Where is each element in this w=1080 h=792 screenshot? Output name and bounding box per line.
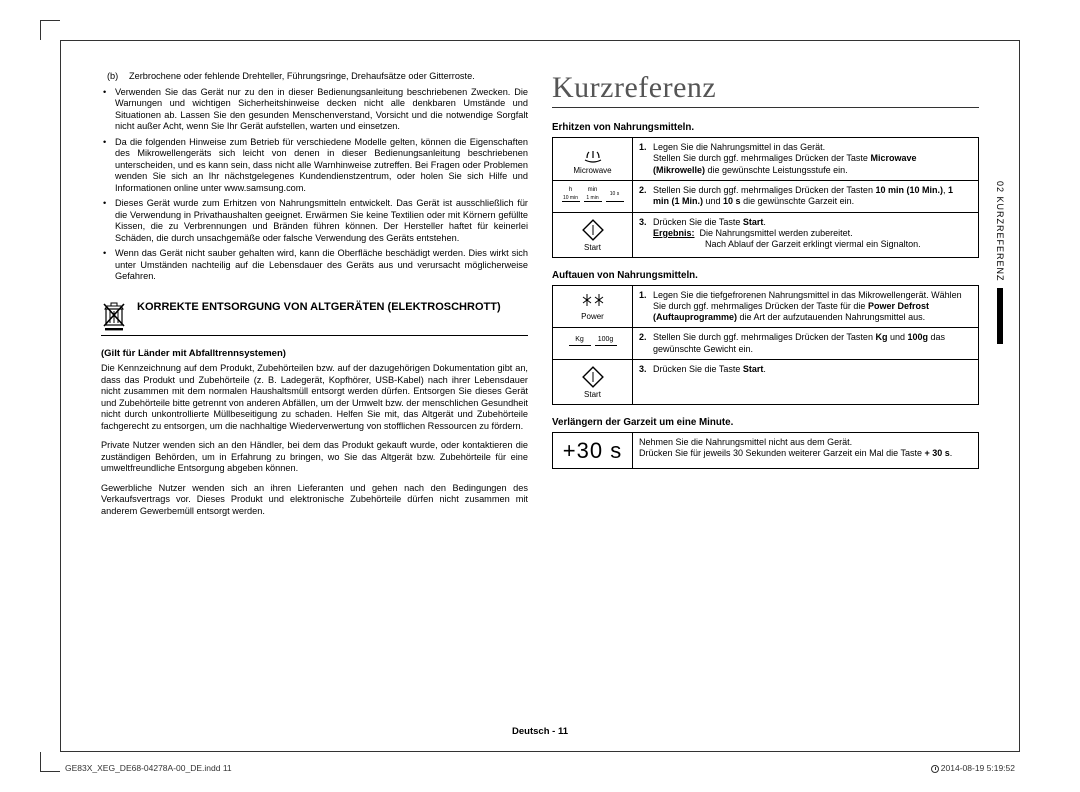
- icon-cell-plus30s: +30 s: [553, 432, 633, 469]
- side-tab-bar: [997, 288, 1003, 344]
- weee-bin-icon: [101, 301, 127, 331]
- bullet-item: Da die folgenden Hinweise zum Betrieb fü…: [115, 137, 528, 195]
- subsection-heading: Verlängern der Garzeit um eine Minute.: [552, 417, 979, 428]
- indesign-timestamp: 2014-08-19 5:19:52: [931, 763, 1015, 773]
- disposal-para: Private Nutzer wenden sich an den Händle…: [101, 440, 528, 475]
- step-cell: 2.Stellen Sie durch ggf. mehrmaliges Drü…: [633, 181, 979, 213]
- step-cell: Nehmen Sie die Nahrungsmittel nicht aus …: [633, 432, 979, 469]
- bullet-item: Dieses Gerät wurde zum Erhitzen von Nahr…: [115, 198, 528, 244]
- icon-cell-power-defrost: Power: [553, 285, 633, 328]
- disposal-title: KORREKTE ENTSORGUNG VON ALTGERÄTEN (ELEK…: [137, 301, 501, 314]
- bullet-item: Verwenden Sie das Gerät nur zu den in di…: [115, 87, 528, 133]
- icon-cell-time: h10 min min1 min 10 s: [553, 181, 633, 213]
- step-cell: 3.Drücken Sie die Taste Start.: [633, 359, 979, 404]
- bullet-item: Wenn das Gerät nicht sauber gehalten wir…: [115, 248, 528, 283]
- icon-cell-weight: Kg 100g: [553, 328, 633, 360]
- subsection-heading: Erhitzen von Nahrungsmitteln.: [552, 122, 979, 133]
- heating-table: Microwave 1.Legen Sie die Nahrungsmittel…: [552, 137, 979, 258]
- plus-30s-icon: +30 s: [563, 438, 622, 463]
- icon-cell-microwave: Microwave: [553, 138, 633, 181]
- snowflake-icon: [581, 292, 605, 310]
- start-diamond-icon: [582, 219, 604, 241]
- right-column: Kurzreferenz Erhitzen von Nahrungsmittel…: [552, 71, 979, 739]
- disposal-para: Gewerbliche Nutzer wenden sich an ihren …: [101, 483, 528, 518]
- section-title: Kurzreferenz: [552, 71, 979, 108]
- left-column: Zerbrochene oder fehlende Drehteller, Fü…: [101, 71, 528, 739]
- start-diamond-icon: [582, 366, 604, 388]
- icon-cell-start: Start: [553, 359, 633, 404]
- step-cell: 2.Stellen Sie durch ggf. mehrmaliges Drü…: [633, 328, 979, 360]
- page-footer-center: Deutsch - 11: [61, 726, 1019, 737]
- page-frame: Zerbrochene oder fehlende Drehteller, Fü…: [60, 40, 1020, 752]
- indesign-file-stamp: GE83X_XEG_DE68-04278A-00_DE.indd 11: [65, 763, 232, 773]
- disposal-para: Die Kennzeichnung auf dem Produkt, Zubeh…: [101, 363, 528, 432]
- icon-cell-start: Start: [553, 212, 633, 257]
- defrost-table: Power 1.Legen Sie die tiefgefrorenen Nah…: [552, 285, 979, 405]
- step-cell: 3.Drücken Sie die Taste Start. Ergebnis:…: [633, 212, 979, 257]
- clock-icon: [931, 765, 939, 773]
- list-item-b: Zerbrochene oder fehlende Drehteller, Fü…: [101, 71, 528, 83]
- subsection-heading: Auftauen von Nahrungsmitteln.: [552, 270, 979, 281]
- side-tab: 02 KURZREFERENZ: [995, 181, 1005, 344]
- microwave-icon: [579, 144, 607, 164]
- disposal-heading: KORREKTE ENTSORGUNG VON ALTGERÄTEN (ELEK…: [101, 301, 528, 336]
- step-cell: 1.Legen Sie die Nahrungsmittel in das Ge…: [633, 138, 979, 181]
- crop-mark: [40, 752, 60, 772]
- step-cell: 1.Legen Sie die tiefgefrorenen Nahrungsm…: [633, 285, 979, 328]
- disposal-subtitle: (Gilt für Länder mit Abfalltrennsystemen…: [101, 348, 528, 360]
- extend-time-table: +30 s Nehmen Sie die Nahrungsmittel nich…: [552, 432, 979, 470]
- crop-mark: [40, 20, 60, 40]
